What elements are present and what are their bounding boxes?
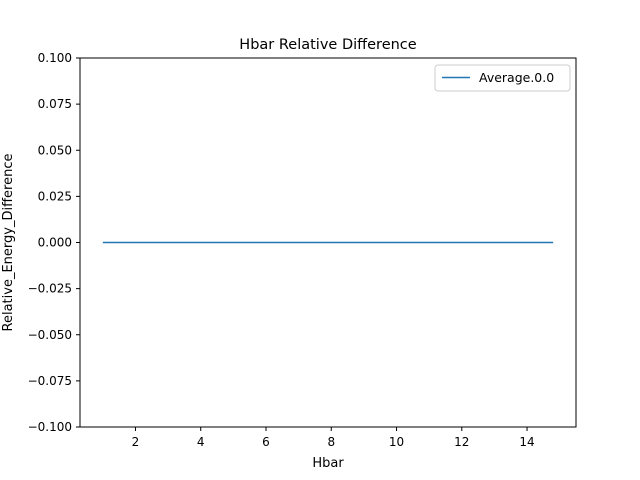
legend: Average.0.0 [434,64,571,92]
legend-box [434,64,571,92]
y-tick-label: 0.075 [38,97,72,111]
x-tick-label: 6 [262,435,270,449]
y-tick-label: 0.025 [38,189,72,203]
y-axis-ticks: 0.100 0.075 0.050 0.025 0.000 −0.025 −0.050 −0.… [28,51,80,434]
y-axis-label: Relative_Energy_Difference [1,154,16,332]
y-tick-label: 0.000 [38,236,72,250]
x-tick-label: 10 [389,435,404,449]
x-tick-label: 4 [197,435,205,449]
y-tick-label: −0.100 [28,420,72,434]
y-tick-label: −0.075 [28,374,72,388]
x-axis-ticks: 2 4 6 8 10 12 14 [132,427,535,449]
x-tick-label: 14 [519,435,534,449]
y-tick-label: −0.025 [28,282,72,296]
y-tick-label: 0.100 [38,51,72,65]
y-tick-label: −0.050 [28,328,72,342]
legend-entry-label: Average.0.0 [479,70,554,85]
x-tick-label: 8 [327,435,335,449]
chart-title: Hbar Relative Difference [239,37,416,53]
y-tick-label: 0.050 [38,143,72,157]
x-tick-label: 2 [132,435,140,449]
x-tick-label: 12 [454,435,469,449]
x-axis-label: Hbar [312,456,344,471]
